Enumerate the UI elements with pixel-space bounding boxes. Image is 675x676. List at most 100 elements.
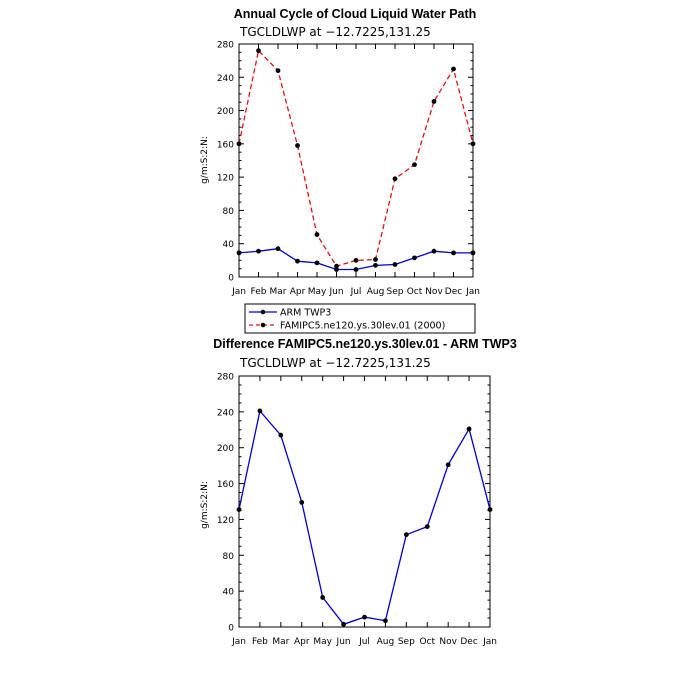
y-tick-label: 80 (223, 552, 235, 562)
data-point (487, 507, 493, 512)
data-point (412, 255, 417, 261)
y-tick-label: 280 (217, 373, 234, 383)
y-tick-label: 280 (217, 41, 234, 51)
data-point (445, 462, 451, 468)
x-tick-label: May (308, 287, 327, 297)
legend: ARM TWP3 FAMIPC5.ne120.ys.30lev.01 (2000… (244, 303, 476, 334)
y-tick-label: 200 (217, 444, 234, 454)
y-axis-label: g/m:S:2:N: (200, 481, 210, 529)
data-point (392, 176, 398, 182)
data-point (451, 66, 456, 72)
data-point (334, 267, 339, 272)
chart-marks: Jan Feb Mar Apr May Jun Jul Aug Sep Oct Nov Dec Jan0… (217, 373, 497, 648)
data-point (236, 141, 242, 147)
chart-subtitle: TGCLDLWP at −12.7225,131.25 (239, 25, 431, 39)
data-point (412, 162, 417, 168)
y-tick-label: 160 (217, 480, 234, 490)
y-tick-label: 120 (217, 174, 234, 184)
data-point (353, 267, 359, 272)
legend-marker-arm (260, 309, 266, 315)
data-point (295, 258, 300, 264)
data-point (299, 499, 305, 505)
x-tick-label: Jan (231, 637, 246, 647)
x-tick-label: Sep (387, 287, 404, 297)
series-line (238, 49, 474, 267)
data-point (362, 614, 367, 620)
data-point (403, 532, 409, 538)
data-point (431, 248, 437, 254)
data-point (236, 507, 242, 512)
x-tick-label: Jan (482, 637, 497, 647)
x-tick-label: Jul (350, 287, 362, 297)
x-tick-label: Apr (294, 637, 310, 647)
difference-chart: Difference FAMIPC5.ne120.ys.30lev.01 - A… (200, 337, 517, 647)
chart-subtitle: TGCLDLWP at −12.7225,131.25 (239, 356, 431, 370)
data-point (392, 262, 398, 267)
data-point (431, 99, 437, 104)
y-tick-label: 40 (223, 588, 235, 598)
x-tick-label: Mar (272, 637, 289, 647)
y-tick-label: 0 (228, 274, 234, 284)
legend-marker-model (260, 322, 266, 328)
x-tick-label: Feb (251, 287, 267, 297)
data-point (334, 263, 339, 269)
data-point (451, 250, 456, 256)
chart-title: Annual Cycle of Cloud Liquid Water Path (234, 7, 477, 21)
data-point (466, 426, 472, 432)
chart-title: Difference FAMIPC5.ne120.ys.30lev.01 - A… (213, 337, 517, 351)
x-tick-label: Jul (358, 637, 370, 647)
x-tick-label: Mar (270, 287, 287, 297)
series-line (238, 409, 491, 626)
x-tick-label: Jun (328, 287, 343, 297)
legend-label-model: FAMIPC5.ne120.ys.30lev.01 (2000) (280, 321, 445, 332)
data-point (424, 524, 430, 529)
legend-box (244, 303, 476, 334)
y-tick-label: 240 (217, 74, 234, 84)
data-point (373, 257, 378, 262)
data-point (314, 260, 320, 266)
x-tick-label: Dec (445, 287, 462, 297)
data-point (383, 618, 388, 624)
x-tick-label: Sep (398, 637, 415, 647)
data-point (275, 246, 281, 252)
x-tick-label: Apr (290, 287, 306, 297)
legend-label-arm: ARM TWP3 (280, 308, 331, 319)
x-tick-label: Oct (419, 637, 435, 647)
x-tick-label: Dec (460, 637, 477, 647)
data-point (256, 248, 261, 254)
data-point (320, 595, 326, 600)
data-point (236, 250, 242, 256)
data-point (256, 48, 261, 54)
x-tick-label: Jan (231, 287, 246, 297)
y-tick-label: 80 (223, 207, 235, 217)
data-point (278, 432, 284, 438)
data-point (373, 262, 378, 268)
x-tick-label: Nov (425, 287, 443, 297)
y-tick-label: 0 (228, 624, 234, 634)
data-point (314, 232, 320, 237)
y-tick-label: 160 (217, 140, 234, 150)
data-point (341, 621, 346, 627)
plot-frame (238, 375, 491, 628)
x-tick-label: May (313, 637, 332, 647)
y-tick-label: 120 (217, 516, 234, 526)
x-tick-label: Jun (336, 637, 351, 647)
data-point (295, 143, 300, 148)
data-point (353, 257, 359, 263)
chart-marks: Jan Feb Mar Apr May Jun Jul Aug Sep Oct Nov Dec Jan0… (217, 41, 480, 298)
data-point (275, 68, 281, 74)
data-point (470, 141, 476, 147)
data-point (257, 408, 263, 414)
y-tick-label: 40 (223, 240, 235, 250)
y-axis-label: g/m:S:2:N: (200, 136, 210, 184)
annual-cycle-chart: Annual Cycle of Cloud Liquid Water Path … (200, 7, 480, 334)
y-tick-label: 200 (217, 107, 234, 117)
x-tick-label: Feb (252, 637, 268, 647)
x-tick-label: Jan (465, 287, 480, 297)
plot-frame (238, 43, 474, 278)
x-tick-label: Aug (377, 637, 395, 647)
y-tick-label: 240 (217, 408, 234, 418)
x-tick-label: Aug (367, 287, 385, 297)
data-point (470, 250, 476, 256)
